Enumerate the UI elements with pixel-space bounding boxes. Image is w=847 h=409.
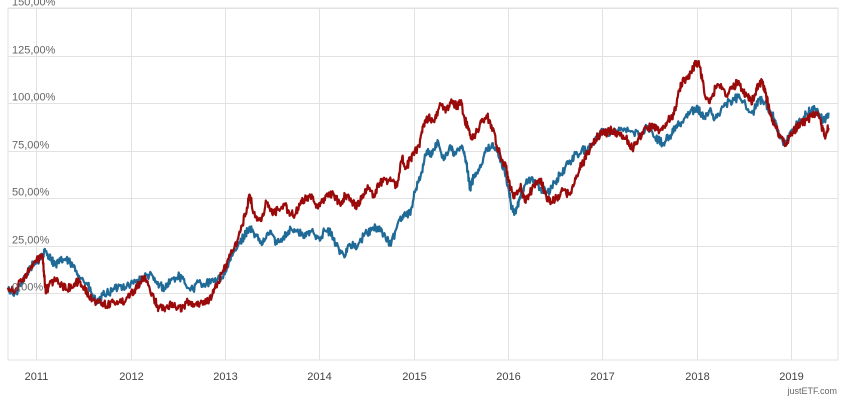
x-tick-label: 2016: [496, 371, 520, 383]
x-tick-label: 2017: [590, 371, 614, 383]
x-tick-label: 2018: [685, 371, 709, 383]
x-tick-label: 2019: [779, 371, 803, 383]
x-tick-label: 2014: [307, 371, 331, 383]
series-line-0: [6, 93, 830, 305]
series-line-1: [6, 59, 830, 313]
plot-frame: [7, 7, 839, 361]
x-tick-label: 2013: [213, 371, 237, 383]
x-axis-ticks: 2011 2012 2013 2014 2015 2016 2017 2018 2019: [25, 371, 804, 383]
y-axis-ticks: 0,00% 25,00% 50,00% 75,00% 100,00% 125,00% 150…: [12, 0, 56, 294]
grid: [7, 7, 839, 361]
y-tick-label: 0,00%: [12, 282, 43, 294]
x-tick-label: 2015: [402, 371, 426, 383]
y-tick-label: 50,00%: [12, 187, 50, 199]
y-tick-label: 125,00%: [12, 45, 56, 57]
y-tick-label: 75,00%: [12, 140, 50, 152]
y-tick-label: 25,00%: [12, 235, 50, 247]
x-tick-label: 2011: [25, 371, 49, 383]
y-tick-label: 150,00%: [12, 0, 56, 9]
credit-label: justETF.com: [786, 386, 837, 396]
y-tick-label: 100,00%: [12, 92, 56, 104]
x-tick-label: 2012: [119, 371, 143, 383]
series-group: [6, 59, 830, 313]
